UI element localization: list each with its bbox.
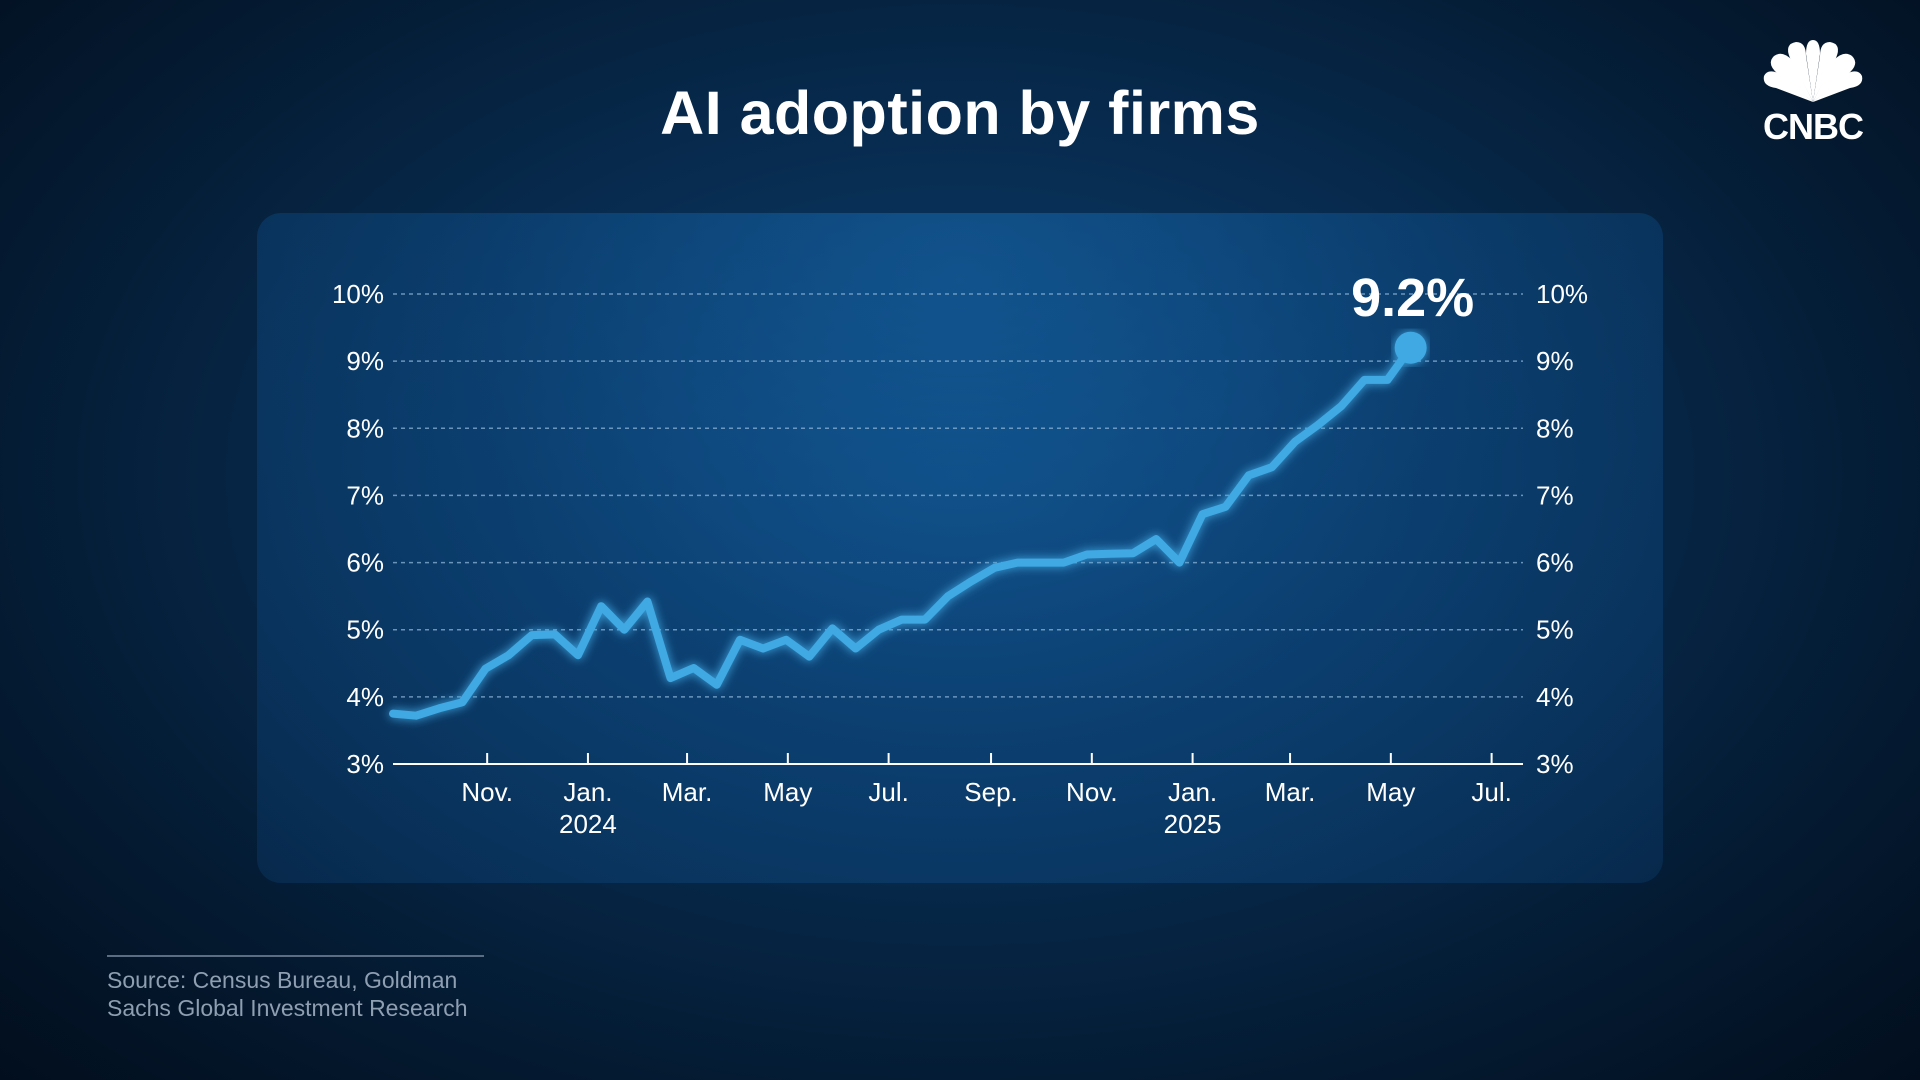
x-tick-label: Jan. xyxy=(1168,777,1217,807)
source-divider xyxy=(107,955,484,957)
y-tick-label-right: 6% xyxy=(1536,548,1574,578)
y-tick-label-left: 6% xyxy=(346,548,384,578)
x-tick-label: Jan. xyxy=(563,777,612,807)
source-line-2: Sachs Global Investment Research xyxy=(107,995,468,1021)
y-tick-label-right: 8% xyxy=(1536,413,1574,443)
y-tick-label-left: 5% xyxy=(346,615,384,645)
x-tick-label: Mar. xyxy=(662,777,713,807)
source-note: Source: Census Bureau, Goldman Sachs Glo… xyxy=(107,966,507,1022)
x-tick-label: Jul. xyxy=(868,777,908,807)
latest-value-label: 9.2% xyxy=(1351,268,1474,328)
latest-value-marker xyxy=(1394,331,1427,364)
chart-panel xyxy=(257,213,1663,883)
y-axis-labels: 3% 3% 4% 4% 5% 5% 6% 6% 7% 7% 8% 8% 9% 9% 10% 10% xyxy=(332,279,1588,779)
y-tick-label-right: 7% xyxy=(1536,480,1574,510)
x-tick-label: Nov. xyxy=(461,777,513,807)
y-tick-label-left: 8% xyxy=(346,413,384,443)
cnbc-wordmark: CNBC xyxy=(1763,106,1864,147)
y-tick-label-left: 10% xyxy=(332,279,384,309)
series-group xyxy=(389,343,1415,720)
x-axis xyxy=(393,753,1523,765)
y-tick-label-left: 7% xyxy=(346,480,384,510)
x-tick-label: Mar. xyxy=(1265,777,1316,807)
x-tick-year-label: 2024 xyxy=(559,809,617,839)
x-tick-label: Jul. xyxy=(1471,777,1511,807)
cnbc-logo: CNBC xyxy=(1748,40,1878,147)
x-tick-year-label: 2025 xyxy=(1164,809,1222,839)
x-tick-label: Nov. xyxy=(1066,777,1118,807)
y-tick-label-right: 4% xyxy=(1536,682,1574,712)
x-tick-label: May xyxy=(1366,777,1415,807)
x-tick-label: Sep. xyxy=(964,777,1018,807)
chart-title: AI adoption by firms xyxy=(660,79,1260,147)
peacock-icon xyxy=(1763,40,1863,102)
y-tick-label-right: 3% xyxy=(1536,749,1574,779)
y-tick-label-right: 5% xyxy=(1536,615,1574,645)
y-tick-label-right: 9% xyxy=(1536,346,1574,376)
annotations: 9.2% xyxy=(1351,268,1474,364)
y-tick-label-left: 9% xyxy=(346,346,384,376)
series-line xyxy=(389,343,1415,720)
source-line-1: Source: Census Bureau, Goldman xyxy=(107,967,458,993)
y-tick-label-left: 3% xyxy=(346,749,384,779)
x-tick-label: May xyxy=(763,777,812,807)
y-tick-label-left: 4% xyxy=(346,682,384,712)
y-tick-label-right: 10% xyxy=(1536,279,1588,309)
